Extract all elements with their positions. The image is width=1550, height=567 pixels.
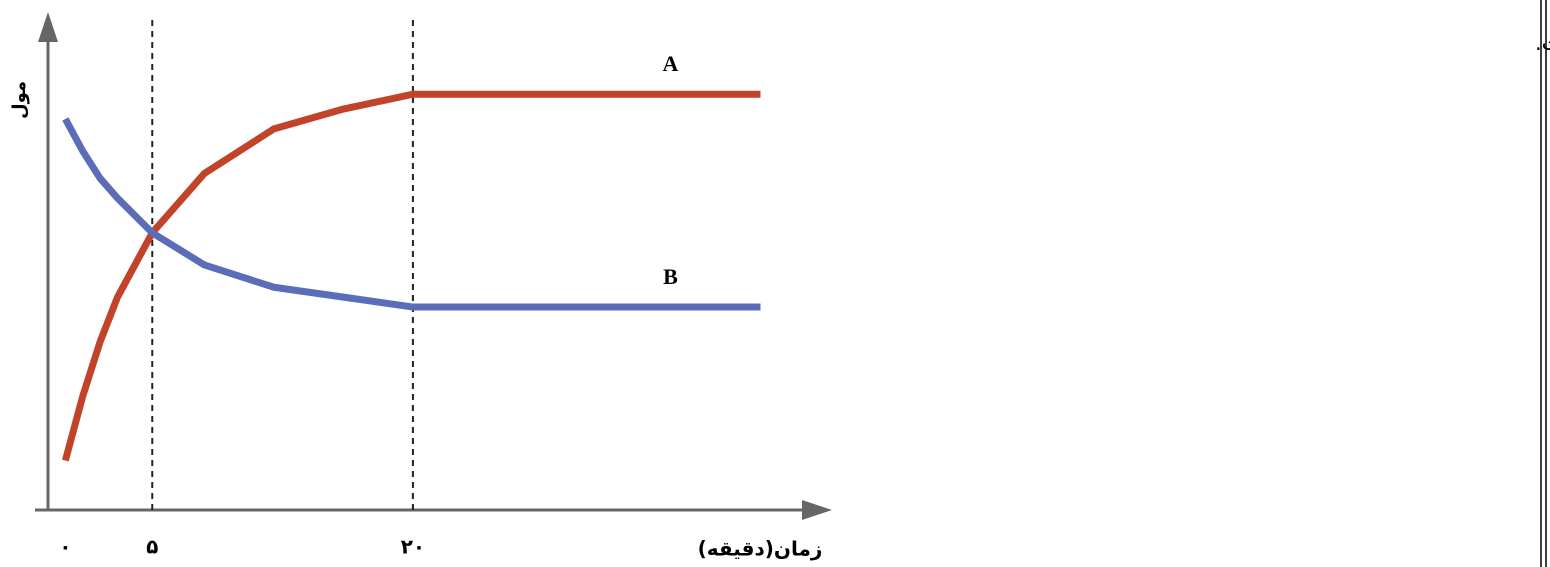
- x-tick-label: ۵: [146, 535, 158, 559]
- series-line: [62, 117, 761, 311]
- x-tick-label: ۲۰: [401, 535, 425, 559]
- x-axis-label: زمان(دقیقه): [698, 537, 823, 561]
- series-label: A: [663, 51, 679, 76]
- x-arrow: [802, 500, 832, 520]
- statement: ج- در دقیقه بیست ام واکنش پایان یافته اس…: [1535, 31, 1550, 56]
- series-label: B: [663, 264, 678, 289]
- y-arrow: [38, 12, 58, 42]
- x-tick-label: ۰: [59, 535, 71, 559]
- series-line: [61, 90, 761, 462]
- y-axis-label: مول: [9, 81, 30, 119]
